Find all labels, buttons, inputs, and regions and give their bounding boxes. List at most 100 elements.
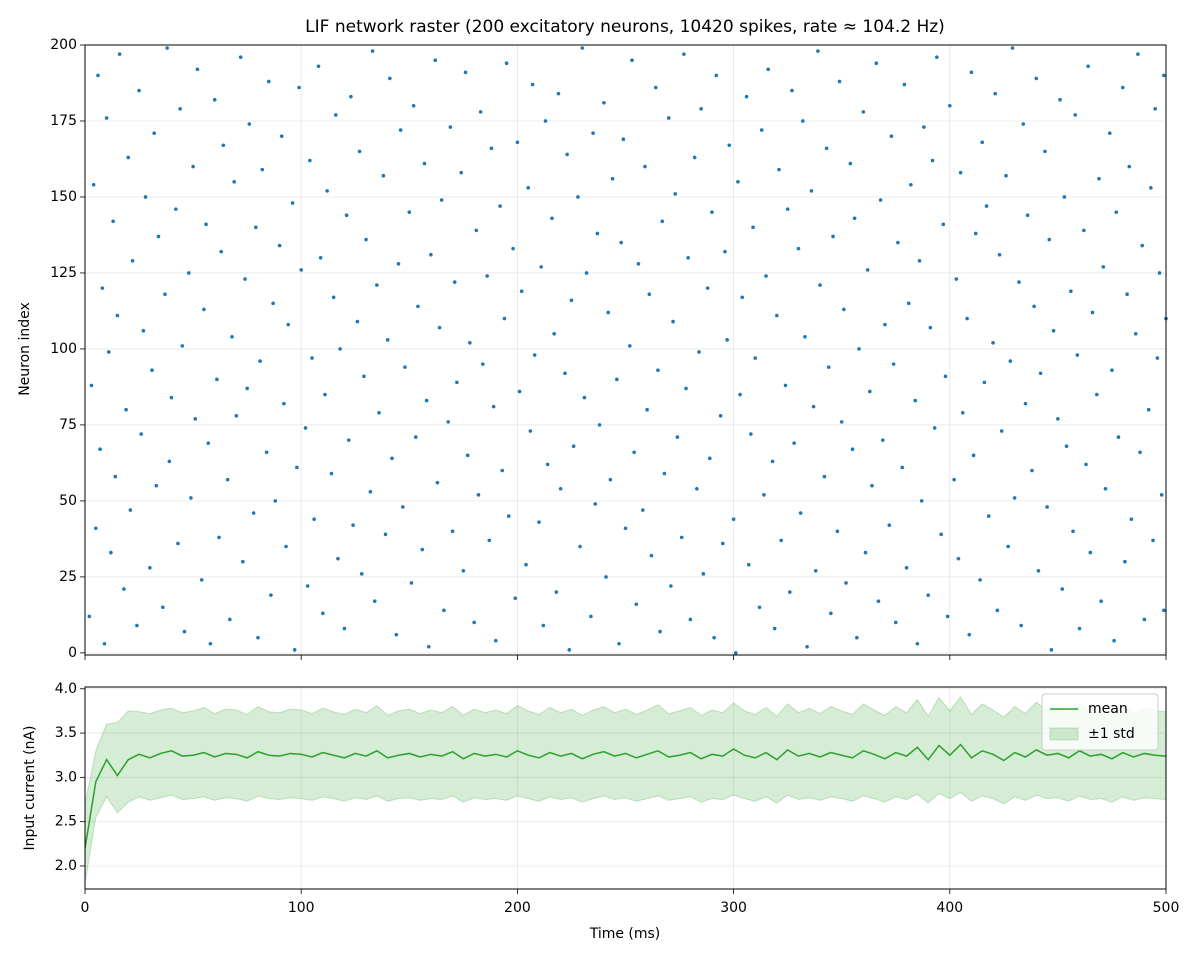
spike — [1099, 599, 1103, 604]
spike — [956, 556, 961, 561]
spike — [178, 107, 182, 111]
spike — [176, 541, 180, 546]
spike — [336, 556, 340, 561]
spike — [727, 143, 732, 148]
spike — [1155, 356, 1160, 360]
spike — [896, 240, 900, 245]
spike — [230, 334, 234, 339]
spike — [217, 535, 221, 540]
spike — [701, 572, 706, 576]
spike — [401, 505, 405, 509]
spike — [290, 201, 295, 205]
spike — [826, 365, 831, 369]
spike — [852, 216, 857, 221]
spike — [269, 593, 273, 597]
spike — [104, 116, 109, 120]
spike — [954, 277, 959, 281]
spike — [245, 386, 249, 391]
spike — [1097, 176, 1101, 181]
spike — [1071, 529, 1075, 534]
spike — [113, 474, 118, 479]
spike — [154, 483, 159, 488]
spike — [591, 131, 595, 135]
spike — [98, 447, 102, 452]
spike — [971, 453, 976, 458]
spike — [478, 110, 483, 114]
spike — [623, 526, 628, 531]
spike — [325, 189, 329, 193]
spike — [1095, 392, 1099, 397]
spike — [541, 623, 546, 628]
spike — [868, 389, 872, 394]
legend-swatch — [1049, 727, 1079, 741]
spike — [679, 535, 684, 540]
spike — [777, 167, 781, 172]
spike — [565, 152, 569, 157]
spike — [835, 529, 840, 534]
spike — [446, 420, 451, 424]
spike — [1060, 587, 1065, 591]
spike — [688, 617, 693, 622]
y-tick-label: 4.0 — [55, 681, 77, 697]
spike — [673, 192, 678, 196]
spike — [967, 632, 972, 637]
spike — [1162, 608, 1166, 613]
spike — [1034, 76, 1039, 81]
spike — [952, 477, 956, 482]
spike — [543, 119, 548, 123]
spike — [1075, 353, 1080, 357]
spike — [647, 292, 652, 297]
spike — [753, 356, 758, 360]
y-tick-label: 150 — [50, 189, 77, 205]
spike — [435, 480, 440, 485]
spike — [733, 651, 738, 655]
spike — [219, 249, 224, 254]
spike — [388, 76, 392, 81]
spike — [532, 353, 537, 357]
spike — [798, 511, 803, 515]
y-axis-label: Neuron index — [17, 302, 33, 396]
spike — [143, 195, 148, 199]
spike — [375, 283, 379, 287]
spike — [329, 471, 334, 476]
x-axis-label: Time (ms) — [589, 926, 661, 942]
spike — [271, 301, 275, 306]
y-tick-label: 75 — [59, 417, 77, 433]
spike — [692, 155, 697, 160]
x-tick-label: 500 — [1153, 900, 1180, 916]
spike — [106, 350, 111, 354]
spike — [241, 559, 245, 564]
spike — [904, 565, 909, 570]
spike — [390, 456, 394, 461]
spike — [1142, 617, 1147, 622]
spike — [1030, 468, 1034, 473]
spike — [381, 173, 386, 178]
spike — [839, 420, 844, 424]
spike — [939, 532, 943, 537]
spike — [1110, 368, 1114, 373]
spike — [751, 225, 755, 230]
spike — [545, 462, 550, 467]
spike — [1019, 623, 1023, 628]
spike — [413, 435, 418, 439]
spike — [87, 614, 92, 619]
spike — [1082, 228, 1086, 233]
spike — [675, 435, 680, 439]
spike — [653, 85, 658, 90]
spike — [824, 146, 829, 151]
spike — [645, 407, 649, 412]
spike — [558, 486, 563, 491]
spike — [1051, 328, 1056, 333]
spike — [928, 325, 933, 330]
spike — [995, 608, 1000, 613]
spike — [273, 499, 278, 503]
y-tick-label: 50 — [59, 493, 77, 509]
spike — [621, 137, 626, 142]
spike — [383, 532, 388, 537]
spike — [206, 441, 211, 445]
spike — [738, 392, 742, 397]
spike — [619, 240, 623, 245]
spike — [1073, 113, 1077, 117]
spike — [1062, 195, 1067, 199]
